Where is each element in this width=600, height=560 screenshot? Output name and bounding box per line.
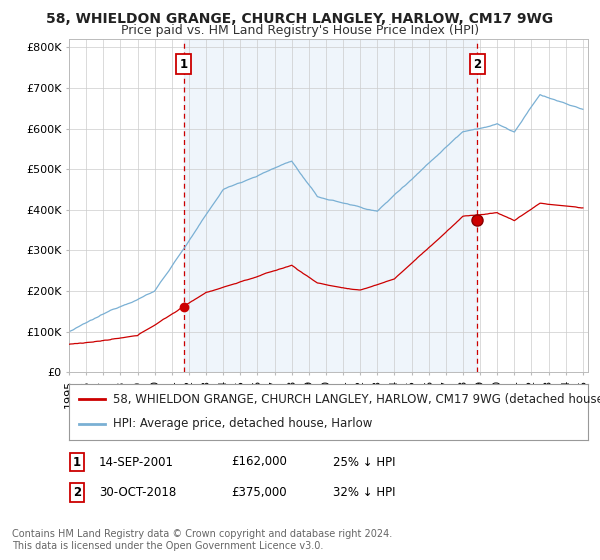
Text: Contains HM Land Registry data © Crown copyright and database right 2024.
This d: Contains HM Land Registry data © Crown c… [12,529,392,551]
Text: 25% ↓ HPI: 25% ↓ HPI [333,455,395,469]
Text: 30-OCT-2018: 30-OCT-2018 [99,486,176,500]
Bar [184,39,477,372]
Text: £162,000: £162,000 [231,455,287,469]
Text: 1: 1 [73,455,81,469]
Text: 2: 2 [73,486,81,500]
Text: 58, WHIELDON GRANGE, CHURCH LANGLEY, HARLOW, CM17 9WG: 58, WHIELDON GRANGE, CHURCH LANGLEY, HAR… [46,12,554,26]
Text: 32% ↓ HPI: 32% ↓ HPI [333,486,395,500]
Text: £375,000: £375,000 [231,486,287,500]
Text: HPI: Average price, detached house, Harlow: HPI: Average price, detached house, Harl… [113,417,373,431]
Text: 58, WHIELDON GRANGE, CHURCH LANGLEY, HARLOW, CM17 9WG (detached house): 58, WHIELDON GRANGE, CHURCH LANGLEY, HAR… [113,393,600,406]
Text: Price paid vs. HM Land Registry's House Price Index (HPI): Price paid vs. HM Land Registry's House … [121,24,479,37]
Text: 1: 1 [179,58,188,71]
Text: 14-SEP-2001: 14-SEP-2001 [99,455,174,469]
Text: 2: 2 [473,58,481,71]
